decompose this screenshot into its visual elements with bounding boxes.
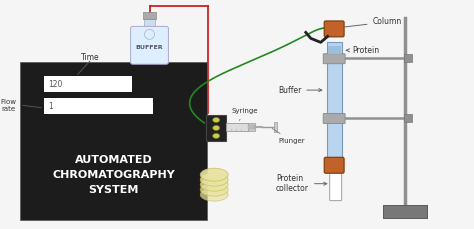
FancyBboxPatch shape bbox=[404, 114, 412, 122]
Text: AUTOMATED
CHROMATOGRAPHY
SYSTEM: AUTOMATED CHROMATOGRAPHY SYSTEM bbox=[52, 155, 175, 194]
FancyBboxPatch shape bbox=[20, 62, 207, 220]
FancyBboxPatch shape bbox=[330, 167, 342, 201]
FancyBboxPatch shape bbox=[404, 54, 412, 62]
Text: Protein
collector: Protein collector bbox=[276, 174, 327, 193]
FancyBboxPatch shape bbox=[131, 26, 168, 64]
Text: 120: 120 bbox=[48, 80, 63, 89]
Ellipse shape bbox=[201, 178, 228, 191]
Text: Syringe: Syringe bbox=[231, 108, 258, 120]
FancyBboxPatch shape bbox=[324, 157, 344, 173]
Ellipse shape bbox=[201, 168, 228, 181]
Text: Plunger: Plunger bbox=[272, 128, 304, 144]
FancyBboxPatch shape bbox=[144, 19, 155, 28]
FancyBboxPatch shape bbox=[274, 122, 277, 132]
FancyBboxPatch shape bbox=[248, 125, 255, 129]
FancyBboxPatch shape bbox=[143, 12, 156, 19]
Ellipse shape bbox=[201, 173, 228, 186]
FancyBboxPatch shape bbox=[383, 204, 427, 218]
FancyBboxPatch shape bbox=[323, 54, 345, 64]
Text: Buffer: Buffer bbox=[278, 86, 322, 95]
Text: Column: Column bbox=[343, 17, 402, 27]
FancyBboxPatch shape bbox=[324, 21, 344, 37]
Text: Flow
rate: Flow rate bbox=[0, 98, 16, 112]
FancyBboxPatch shape bbox=[383, 204, 427, 218]
FancyBboxPatch shape bbox=[327, 42, 342, 162]
Ellipse shape bbox=[213, 125, 219, 131]
Ellipse shape bbox=[201, 188, 228, 201]
Text: BUFFER: BUFFER bbox=[136, 45, 164, 50]
Ellipse shape bbox=[213, 117, 219, 123]
FancyBboxPatch shape bbox=[323, 114, 345, 123]
Text: Protein: Protein bbox=[346, 46, 380, 55]
Text: 1: 1 bbox=[48, 101, 53, 111]
FancyBboxPatch shape bbox=[44, 98, 154, 114]
Ellipse shape bbox=[201, 183, 228, 196]
FancyBboxPatch shape bbox=[44, 76, 132, 92]
FancyBboxPatch shape bbox=[328, 46, 341, 54]
Ellipse shape bbox=[213, 134, 219, 138]
FancyBboxPatch shape bbox=[206, 115, 226, 141]
FancyBboxPatch shape bbox=[226, 123, 248, 131]
Text: Time: Time bbox=[81, 53, 99, 62]
FancyBboxPatch shape bbox=[248, 123, 255, 131]
